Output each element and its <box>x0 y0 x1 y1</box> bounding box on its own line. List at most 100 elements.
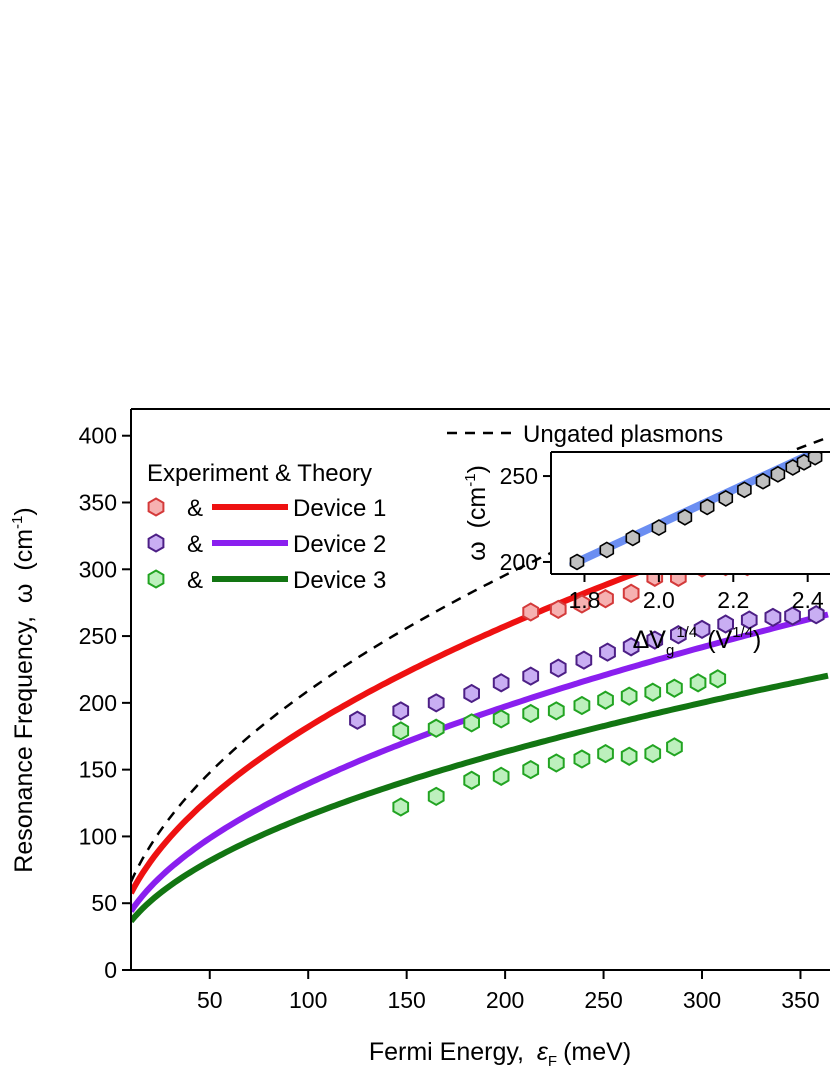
device-1-marker <box>622 583 640 603</box>
x-tick-label: 150 <box>387 987 425 1013</box>
device-2-marker <box>599 642 616 662</box>
inset-x-tick-label: 2.0 <box>643 587 675 613</box>
device-2-marker <box>717 614 734 634</box>
inset-marker <box>625 529 641 547</box>
legend-title: Experiment & Theory <box>147 460 372 487</box>
inset-marker <box>770 465 786 483</box>
device-3-marker <box>492 766 510 786</box>
inset-marker <box>737 481 752 499</box>
device-2-marker <box>784 606 801 626</box>
y-axis-label-unit-sup: -1 <box>9 516 26 529</box>
device-2-marker <box>427 693 445 713</box>
device-3-marker <box>709 669 727 689</box>
device-2-marker <box>522 666 540 686</box>
inset-marker <box>569 553 585 571</box>
inset-y-tick-label: 250 <box>500 463 538 489</box>
device-3-theory-line <box>131 672 829 924</box>
y-axis-label-var: ω <box>10 584 38 604</box>
device-2-marker <box>693 619 711 640</box>
device-3-marker <box>392 721 410 741</box>
y-tick-label: 0 <box>104 957 117 983</box>
device-2-marker <box>575 650 593 670</box>
legend-label: Device 3 <box>293 567 386 594</box>
device-2-marker <box>670 625 687 645</box>
legend-label: Device 2 <box>293 531 386 558</box>
device-2-marker <box>392 701 410 721</box>
device-2-marker <box>549 658 567 678</box>
device-3-marker <box>463 713 480 733</box>
device-3-marker <box>522 759 540 780</box>
legend-row-device-1: & Device 1 <box>147 495 386 522</box>
legend-row-device-2: & Device 2 <box>147 531 386 558</box>
x-tick-label: 350 <box>781 987 819 1013</box>
inset-plot <box>569 452 823 571</box>
ungated-plasmons-line <box>131 436 829 883</box>
inset-marker <box>699 498 715 516</box>
device-3-marker <box>522 703 540 724</box>
device-3-marker <box>644 743 662 764</box>
device-2-marker <box>740 610 758 630</box>
inset-x-label-sub: g <box>666 642 674 659</box>
inset-x-label-prefix: ΔV <box>633 626 667 654</box>
device-3-marker <box>463 770 480 790</box>
device-3-marker <box>620 686 638 706</box>
y-tick-label: 150 <box>79 757 117 783</box>
device-2-marker <box>349 710 366 730</box>
x-axis-label-unit: (meV) <box>563 1038 631 1066</box>
device-1-marker <box>522 602 540 622</box>
x-axis-label: Fermi Energy, εF (meV) <box>369 1038 631 1070</box>
y-axis-label-unit-close: ) <box>10 507 38 515</box>
y-tick-label: 350 <box>79 490 117 516</box>
legend-amp: & <box>187 531 203 558</box>
device-2-marker <box>764 607 782 628</box>
device-1-marker <box>549 599 567 620</box>
inset-x-tick-label: 1.8 <box>568 587 600 613</box>
inset-y-label-var: ω <box>463 541 491 561</box>
x-tick-label: 250 <box>584 987 622 1013</box>
inset-axes: 1.8 2.0 2.2 2.4 200 250 <box>500 451 830 613</box>
x-tick-label: 300 <box>683 987 721 1013</box>
device-3-marker <box>492 709 510 729</box>
y-axis-label-unit-open: (cm <box>10 529 38 571</box>
inset-x-label-unit-open: (V <box>707 626 732 654</box>
device-3-marker <box>573 695 591 716</box>
inset-marker <box>677 508 693 526</box>
device-2-theory-line <box>131 611 829 913</box>
x-tick-label: 200 <box>486 987 524 1013</box>
legend-row-device-3: & Device 3 <box>147 567 386 594</box>
device-3-marker <box>427 718 445 738</box>
legend-rows: & Device 1 & Device 2 & Device 3 <box>147 495 386 594</box>
legend-label: Device 1 <box>293 495 386 522</box>
device-2-marker <box>492 673 510 693</box>
x-axis-label-text: Fermi Energy, <box>369 1038 524 1066</box>
y-tick-label: 200 <box>79 690 117 716</box>
inset-x-axis-label: ΔVg1/4 (V1/4) <box>633 624 762 659</box>
legend: Experiment & Theory & Device 1 & Device 2 & D… <box>147 460 386 594</box>
main-axes: 50 100 150 200 250 300 350 0 50 100 150 200 250 300 35… <box>79 408 830 1013</box>
inset-marker <box>599 541 615 559</box>
x-axis-label-sub: F <box>548 1053 557 1070</box>
inset-x-label-unit-close: ) <box>753 626 761 654</box>
inset-marker <box>755 472 771 490</box>
legend-marker <box>147 569 165 589</box>
inset-marker <box>651 519 667 537</box>
legend-amp: & <box>187 495 203 522</box>
inset-y-label-unit-close: ) <box>463 465 491 473</box>
inset-marker <box>807 452 823 466</box>
device-2-marker <box>807 605 825 625</box>
inset-x-tick-label: 2.4 <box>792 587 824 613</box>
y-tick-label: 400 <box>79 423 117 449</box>
device-3-marker <box>666 737 683 757</box>
ungated-legend: Ungated plasmons <box>447 421 723 448</box>
y-tick-label: 300 <box>79 556 117 582</box>
device-3-marker <box>547 701 565 721</box>
inset-marker <box>718 489 734 507</box>
device-2-marker <box>622 637 640 657</box>
device-3-marker <box>573 749 591 769</box>
y-tick-label: 250 <box>79 623 117 649</box>
device-3-marker <box>597 690 614 710</box>
device-1-marker <box>597 589 614 609</box>
x-axis-label-var: ε <box>537 1038 549 1066</box>
inset-y-axis-label: ω (cm-1) <box>462 465 491 561</box>
